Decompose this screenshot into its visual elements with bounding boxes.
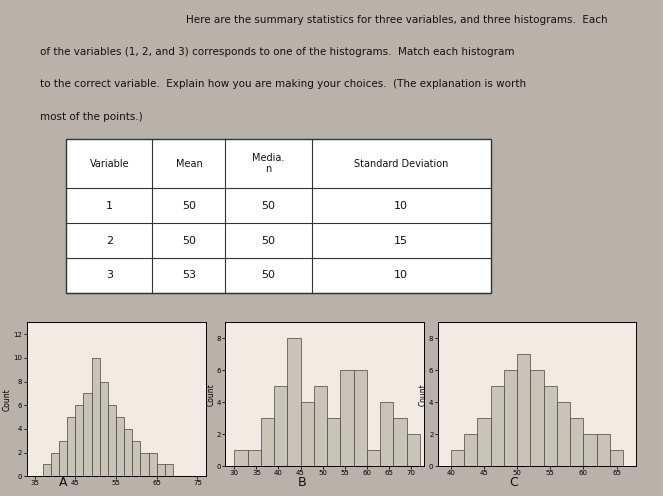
Bar <box>99 381 108 476</box>
Bar <box>451 450 464 466</box>
Bar <box>287 338 300 466</box>
Bar <box>91 358 99 476</box>
Bar <box>133 440 141 476</box>
Text: 50: 50 <box>261 201 276 211</box>
Bar <box>108 405 116 476</box>
Bar <box>247 450 261 466</box>
FancyBboxPatch shape <box>66 139 491 293</box>
Text: 1: 1 <box>106 201 113 211</box>
Text: 10: 10 <box>394 201 408 211</box>
Bar <box>610 450 623 466</box>
Text: 10: 10 <box>394 270 408 280</box>
Bar <box>464 434 477 466</box>
Bar <box>327 418 340 466</box>
Text: 53: 53 <box>182 270 196 280</box>
Bar <box>43 464 51 476</box>
Text: 15: 15 <box>394 236 408 246</box>
Text: 3: 3 <box>106 270 113 280</box>
Bar <box>367 450 380 466</box>
Bar <box>59 440 67 476</box>
Text: Media.
n: Media. n <box>253 153 284 175</box>
Text: 50: 50 <box>261 236 276 246</box>
Bar <box>156 464 165 476</box>
Text: Here are the summary statistics for three variables, and three histograms.  Each: Here are the summary statistics for thre… <box>186 15 607 25</box>
Bar <box>557 402 570 466</box>
Y-axis label: Count: Count <box>418 383 428 406</box>
Bar <box>597 434 610 466</box>
Bar <box>314 386 327 466</box>
Y-axis label: Count: Count <box>206 383 215 406</box>
Text: A: A <box>59 476 67 489</box>
Bar <box>51 452 59 476</box>
Text: 50: 50 <box>261 270 276 280</box>
Bar <box>406 434 420 466</box>
Bar <box>393 418 406 466</box>
Bar <box>261 418 274 466</box>
Bar <box>149 452 156 476</box>
Text: Mean: Mean <box>176 159 202 169</box>
Text: 50: 50 <box>182 201 196 211</box>
Bar <box>544 386 557 466</box>
Bar <box>570 418 583 466</box>
Text: 50: 50 <box>182 236 196 246</box>
Text: Variable: Variable <box>90 159 129 169</box>
Bar <box>530 371 544 466</box>
Bar <box>234 450 247 466</box>
Bar <box>141 452 149 476</box>
Text: to the correct variable.  Explain how you are making your choices.  (The explana: to the correct variable. Explain how you… <box>40 79 526 89</box>
Bar <box>491 386 504 466</box>
Text: C: C <box>509 476 518 489</box>
Bar <box>517 354 530 466</box>
Bar <box>583 434 597 466</box>
Bar <box>124 429 133 476</box>
Bar <box>477 418 491 466</box>
Bar <box>504 371 517 466</box>
Text: of the variables (1, 2, and 3) corresponds to one of the histograms.  Match each: of the variables (1, 2, and 3) correspon… <box>40 47 514 57</box>
Bar <box>76 405 84 476</box>
Bar <box>67 417 76 476</box>
Y-axis label: Count: Count <box>3 388 12 411</box>
Text: 2: 2 <box>106 236 113 246</box>
Text: B: B <box>297 476 306 489</box>
Bar <box>353 371 367 466</box>
Bar <box>380 402 393 466</box>
Text: Standard Deviation: Standard Deviation <box>354 159 448 169</box>
Bar <box>84 393 91 476</box>
Bar <box>300 402 314 466</box>
Bar <box>340 371 353 466</box>
Bar <box>165 464 173 476</box>
Bar <box>116 417 124 476</box>
Bar <box>274 386 287 466</box>
Text: most of the points.): most of the points.) <box>40 112 143 122</box>
